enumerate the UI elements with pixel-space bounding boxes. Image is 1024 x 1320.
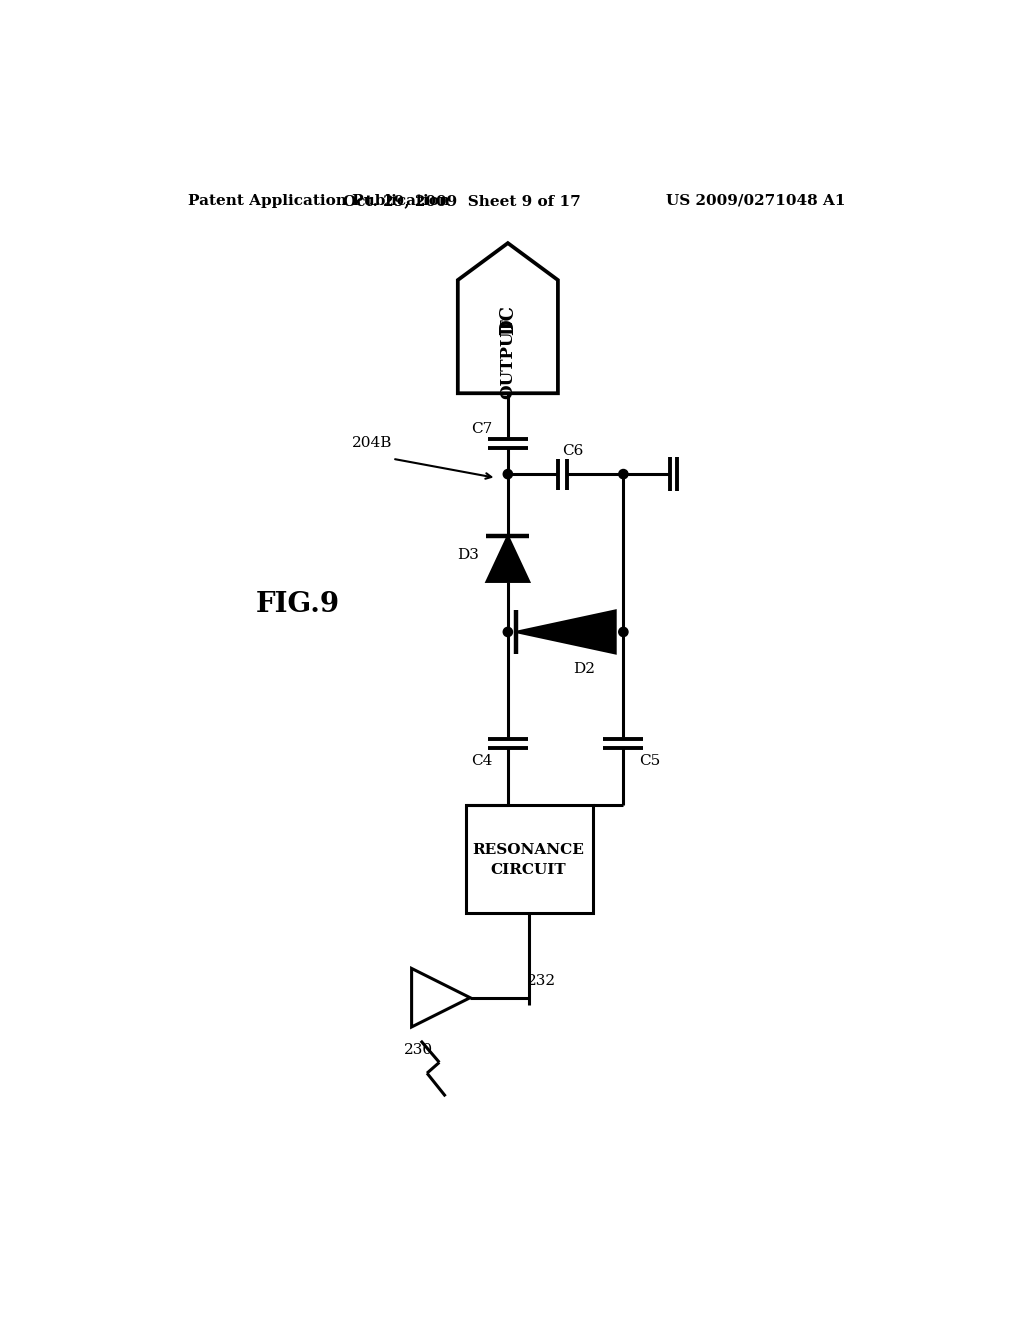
Text: D3: D3	[457, 548, 478, 562]
Text: RESONANCE: RESONANCE	[473, 843, 585, 857]
Circle shape	[503, 470, 512, 479]
Text: D2: D2	[573, 661, 595, 676]
Text: CIRCUIT: CIRCUIT	[490, 863, 566, 876]
Polygon shape	[486, 536, 529, 582]
Polygon shape	[515, 610, 615, 653]
Text: Oct. 29, 2009  Sheet 9 of 17: Oct. 29, 2009 Sheet 9 of 17	[343, 194, 581, 207]
Text: C7: C7	[471, 422, 493, 437]
Text: Patent Application Publication: Patent Application Publication	[188, 194, 451, 207]
Circle shape	[618, 470, 628, 479]
Text: C4: C4	[471, 754, 493, 767]
Text: OUTPUT: OUTPUT	[500, 318, 516, 399]
Text: C6: C6	[562, 444, 584, 458]
Circle shape	[618, 627, 628, 636]
Bar	[466, 805, 593, 913]
Text: C5: C5	[639, 754, 660, 767]
Text: US 2009/0271048 A1: US 2009/0271048 A1	[666, 194, 845, 207]
Text: 204B: 204B	[352, 437, 392, 450]
Text: FIG.9: FIG.9	[256, 591, 340, 619]
Text: 232: 232	[527, 974, 556, 987]
Text: 230: 230	[403, 1043, 433, 1057]
Text: DC: DC	[499, 305, 517, 335]
Circle shape	[503, 627, 512, 636]
